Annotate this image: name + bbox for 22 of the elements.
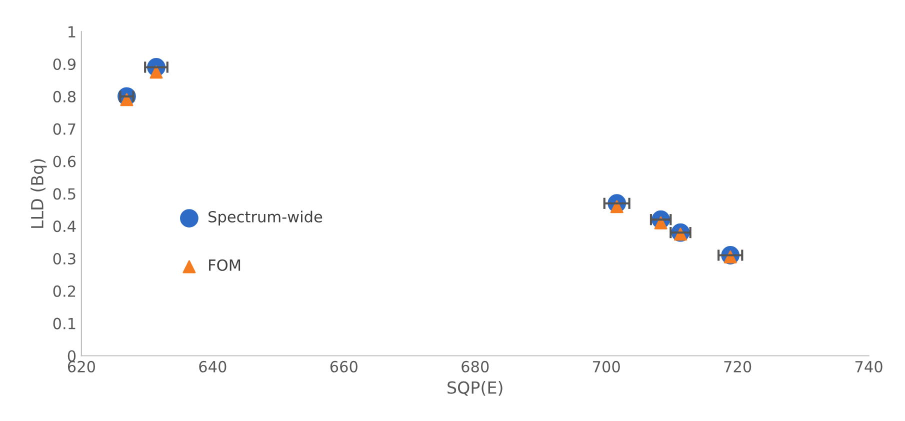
x-tick-label: 740 bbox=[855, 360, 882, 372]
x-tick-label: 640 bbox=[199, 360, 226, 372]
y-tick-label: 0.7 bbox=[53, 123, 76, 135]
x-tick-label: 680 bbox=[462, 360, 489, 372]
legend-label: FOM bbox=[209, 259, 240, 271]
y-tick-label: 0.9 bbox=[53, 58, 76, 70]
y-tick-label: 0.4 bbox=[53, 220, 76, 232]
x-axis-title: SQP(E) bbox=[448, 380, 502, 396]
legend-label: Spectrum-wide bbox=[208, 210, 322, 226]
y-tick-label: 0 bbox=[68, 350, 76, 362]
x-tick-label: 660 bbox=[330, 360, 358, 372]
y-tick-label: 1 bbox=[68, 26, 76, 38]
y-tick-label: 0.5 bbox=[53, 188, 76, 200]
x-tick-label: 700 bbox=[593, 360, 620, 372]
x-tick-label: 720 bbox=[724, 360, 752, 372]
y-tick-label: 0.1 bbox=[53, 318, 76, 330]
x-tick-label: 620 bbox=[68, 360, 96, 372]
y-tick-label: 0.8 bbox=[53, 90, 76, 102]
y-tick-label: 0.3 bbox=[53, 252, 76, 265]
y-tick-label: 0.6 bbox=[53, 156, 76, 168]
y-axis-title: LLD (Bq) bbox=[30, 159, 47, 228]
y-tick-label: 0.2 bbox=[53, 285, 76, 297]
